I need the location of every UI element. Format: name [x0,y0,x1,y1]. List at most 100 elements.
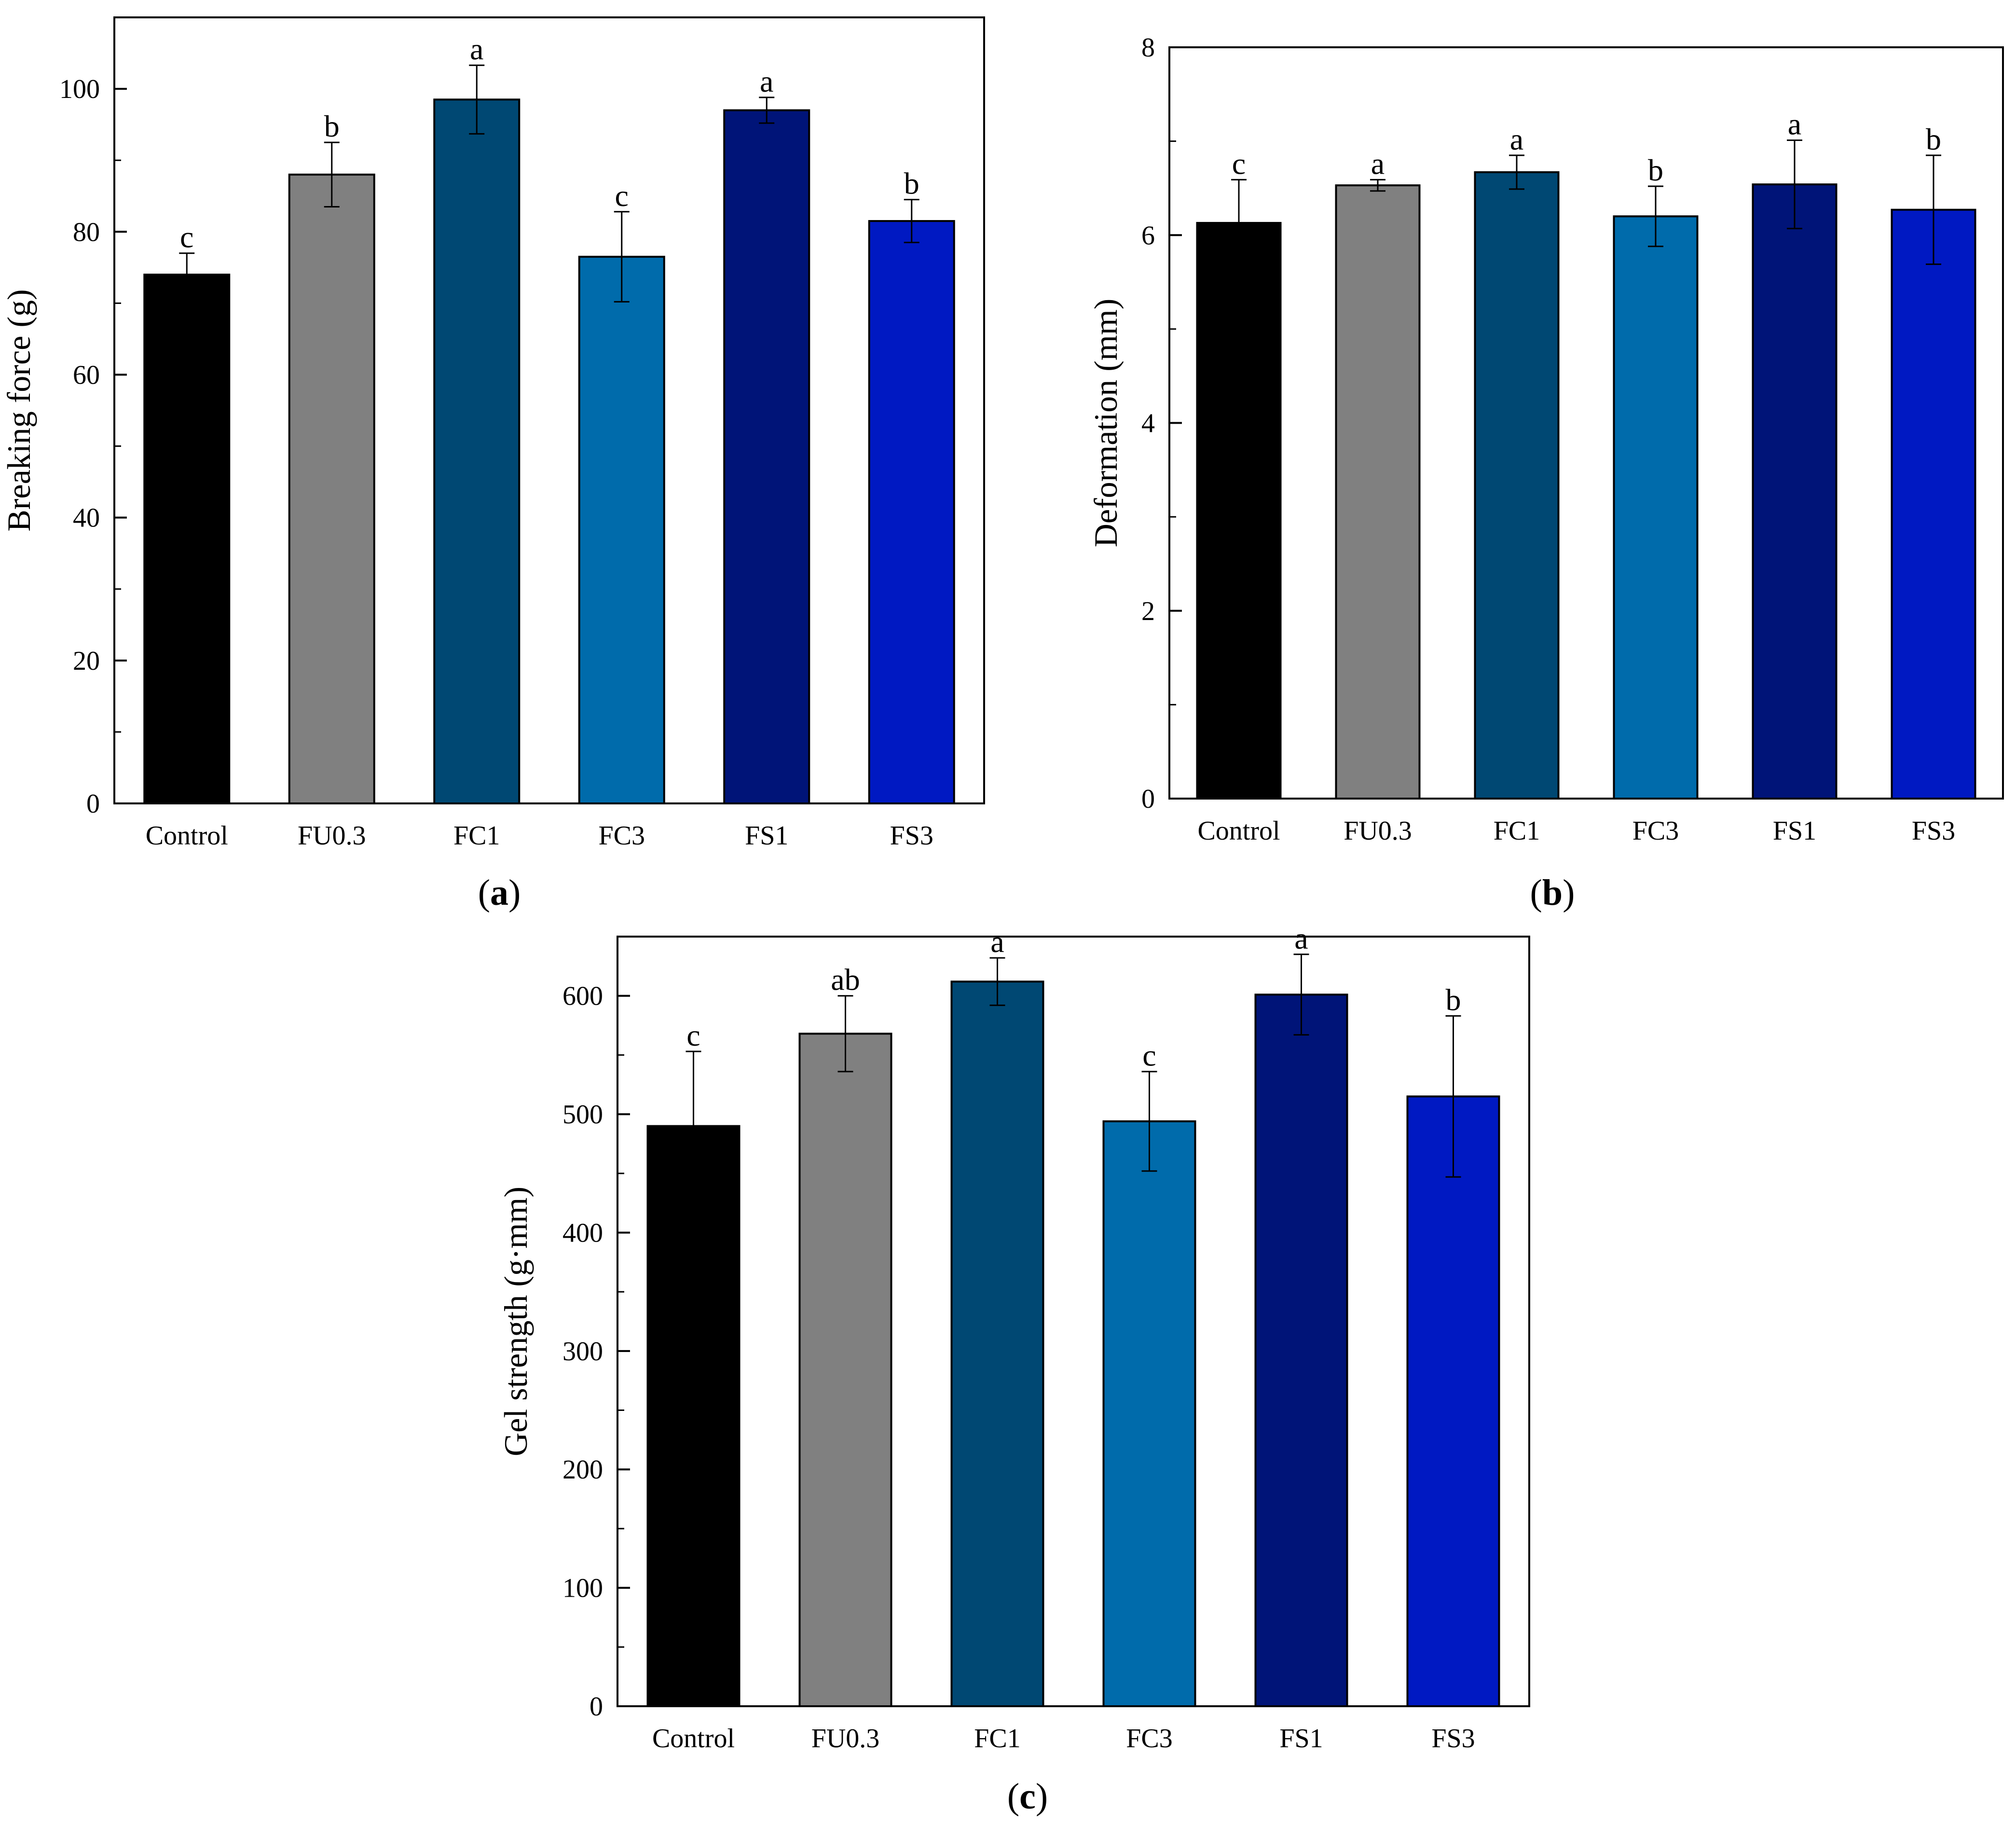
error-bar-fc3 [614,211,630,303]
error-bar-control [1231,179,1247,267]
bar-fc1 [950,981,1044,1707]
y-tick-label: 2 [1141,596,1155,626]
significance-letter: c [1142,1038,1156,1073]
bar-fu03 [1335,184,1421,800]
error-bar-fs3 [1445,1015,1461,1178]
y-tick-label: 0 [1141,784,1155,814]
significance-letter: b [904,166,919,201]
significance-letter: a [1788,107,1801,141]
panel-label-paren-close: ) [1036,1776,1048,1817]
significance-letter: b [1926,122,1941,156]
bar-fs3 [1406,1095,1500,1707]
error-bar-fs1 [1293,953,1309,1036]
y-tick-label: 40 [73,503,100,533]
error-bar-control [179,252,195,297]
bar-fs3 [1891,208,1976,800]
panel-letter: c [1019,1776,1036,1817]
y-tick-label: 8 [1141,33,1155,63]
panel-label-paren-open: ( [1530,872,1542,913]
bar-fs1 [1254,994,1348,1708]
x-tick-label: Control [146,821,228,851]
panel-label-paren-close: ) [508,872,521,913]
y-tick-label: 100 [59,74,100,104]
bar-fc3 [1613,215,1699,800]
panel-b-deformation-chart: cControlaFU0.3aFC1bFC3aFS1bFS302468Defor… [1087,33,2004,913]
error-bar-fu03 [324,141,340,207]
bar-fc1 [1474,171,1560,800]
bar-control [646,1125,741,1708]
error-bar-fs3 [904,199,919,243]
x-tick-label: FU0.3 [1344,816,1412,846]
x-tick-label: FU0.3 [811,1724,880,1754]
error-bar-fc3 [1141,1071,1157,1172]
bar-fu03 [288,173,375,804]
y-tick-label: 500 [562,1100,603,1130]
x-tick-label: FU0.3 [298,821,366,851]
x-tick-label: FS1 [1279,1724,1323,1754]
plot-frame [617,936,1530,1707]
significance-letter: a [990,925,1004,959]
significance-letter: c [615,179,629,213]
bar-fc3 [578,256,665,805]
significance-letter: c [180,220,193,254]
x-tick-label: FS1 [1773,816,1816,846]
significance-letter: c [686,1018,700,1052]
panel-letter: b [1542,872,1563,913]
plot-frame [113,16,985,804]
significance-letter: a [1294,921,1308,955]
x-tick-label: FC3 [1632,816,1679,846]
bar-fc1 [433,98,521,804]
y-tick-label: 6 [1141,221,1155,250]
x-tick-label: FS1 [745,821,788,851]
x-tick-label: FS3 [890,821,933,851]
y-tick-label: 300 [562,1337,603,1367]
plot-frame [1168,46,2004,800]
y-tick-label: 20 [73,646,100,676]
panel-label-paren-open: ( [1007,1776,1019,1817]
x-tick-label: Control [652,1724,735,1754]
bar-fs3 [868,220,955,804]
x-tick-label: FS3 [1431,1724,1475,1754]
significance-letter: a [1510,122,1523,156]
error-bar-fc3 [1648,185,1663,248]
y-tick-label: 4 [1141,409,1155,439]
y-tick-label: 100 [562,1574,603,1603]
x-tick-label: FC1 [453,821,500,851]
significance-letter: b [1648,153,1663,187]
bar-fu03 [798,1033,892,1707]
y-tick-label: 600 [562,981,603,1011]
panel-label: (b) [1530,872,1575,913]
error-bar-fs1 [759,97,775,124]
y-tick-label: 0 [86,789,100,819]
panel-label: (a) [478,872,521,913]
bar-control [1196,221,1282,800]
error-bar-fs3 [1926,154,1941,265]
significance-letter: b [324,109,340,143]
significance-letter: b [1446,982,1461,1017]
significance-letter: a [1371,146,1385,180]
panel-a-breaking-force-chart: c Control b FU0.3 a FC1 c FC3 a FS1 b FS3 0 20 40 60 80 1… [0,16,985,913]
significance-letter: a [470,32,483,66]
bar-fc3 [1102,1120,1196,1707]
y-tick-label: 60 [73,360,100,390]
significance-letter: c [1232,146,1246,180]
y-axis-title: Breaking force (g) [0,289,37,531]
x-tick-label: Control [1197,816,1280,846]
bar-fs1 [723,109,810,804]
y-axis-title: Deformation (mm) [1087,299,1124,548]
significance-letter: a [760,64,773,98]
error-bar-fc1 [989,957,1005,1006]
y-tick-label: 400 [562,1218,603,1248]
panel-c-gel-strength-chart: c Control ab FU0.3 a FC1 c FC3 a FS1 b FS3 0 100 200 30… [497,921,1530,1817]
error-bar-fc1 [1509,154,1524,190]
y-axis-title: Gel strength (g·mm) [497,1187,534,1456]
error-bar-fc1 [469,64,485,135]
x-tick-label: FC1 [1494,816,1540,846]
y-tick-label: 80 [73,217,100,247]
significance-letter: ab [831,963,860,997]
panel-letter: a [490,872,508,913]
panel-label-paren-close: ) [1563,872,1575,913]
error-bar-control [686,1050,701,1202]
error-bar-fs1 [1787,139,1802,230]
